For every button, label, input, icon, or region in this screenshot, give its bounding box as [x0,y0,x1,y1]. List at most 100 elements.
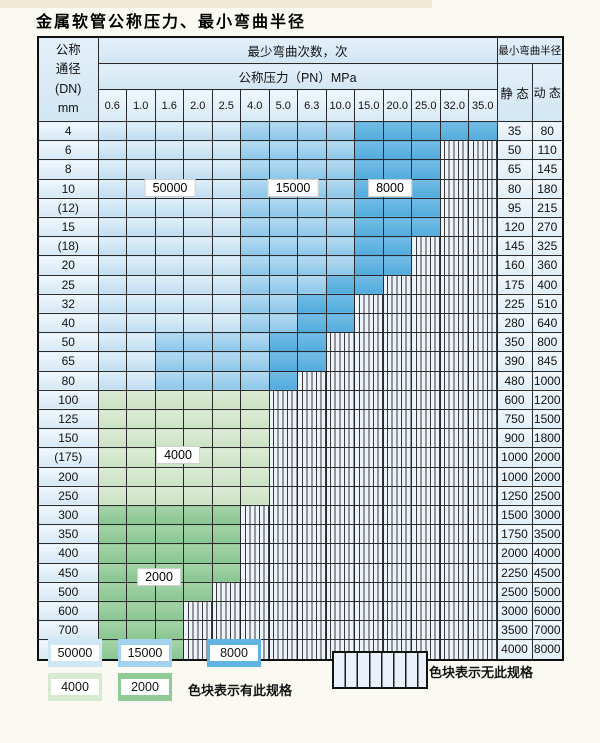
no-spec-cell [439,217,469,238]
static-header: 静 态 [496,63,533,122]
no-spec-cell [325,466,355,487]
spec-cell-b2 [297,236,327,257]
spec-cell-b1 [154,120,184,142]
dynamic-radius-cell: 1800 [531,428,564,449]
no-spec-cell [268,581,298,603]
spec-cell-b1 [126,159,156,180]
spec-cell-b2 [297,217,327,238]
spec-cell-b3 [354,274,384,295]
pressure-value-cell: 25.0 [411,89,441,122]
dn-cell: 500 [37,581,99,603]
dynamic-radius-cell: 400 [531,274,564,295]
no-spec-cell [468,236,498,257]
dn-cell: 200 [37,466,99,487]
spec-cell-g2 [126,601,156,622]
spec-cell-b1 [211,313,241,334]
no-spec-cell [468,332,498,353]
no-spec-cell [439,447,469,468]
table-header: 公称 通径 (DN) mm 最少弯曲次数，次 最小弯曲半径 公称压力（PN）MPa 静… [37,36,564,122]
spec-cell-b3 [382,236,412,257]
table-row: 32 225 510 [37,293,564,315]
dn-cell: 40 [37,313,99,334]
spec-cell-b1 [126,293,156,315]
dynamic-radius-cell: 640 [531,313,564,334]
no-spec-cell [382,274,412,295]
no-spec-cell [439,255,469,276]
no-spec-cell [183,620,213,641]
spec-cell-g2 [183,524,213,545]
no-spec-cell [468,639,498,661]
no-spec-cell [325,524,355,545]
spec-cell-b3 [297,313,327,334]
pressure-value-cell: 1.0 [126,89,156,122]
no-spec-cell [411,601,441,622]
no-spec-cell [382,524,412,545]
spec-cell-b2 [297,140,327,161]
spec-cell-b2 [297,120,327,142]
dn-cell: (12) [37,197,99,219]
static-radius-cell: 3000 [496,601,533,622]
spec-cell-b1 [211,178,241,199]
no-spec-cell [354,332,384,353]
no-spec-cell [439,140,469,161]
dynamic-radius-cell: 215 [531,197,564,219]
spec-cell-b2 [240,217,270,238]
no-spec-cell [382,293,412,315]
spec-cell-g2 [154,601,184,622]
static-radius-cell: 225 [496,293,533,315]
spec-cell-b2 [268,255,298,276]
spec-cell-g2 [154,505,184,526]
no-spec-cell [382,447,412,468]
spec-cell-g1 [211,466,241,487]
no-spec-cell [411,255,441,276]
static-radius-cell: 50 [496,140,533,161]
spec-cell-b2 [240,140,270,161]
spec-cell-g1 [211,428,241,449]
spec-cell-b2 [268,217,298,238]
spec-cell-g1 [154,428,184,449]
static-radius-cell: 145 [496,236,533,257]
spec-cell-b1 [211,274,241,295]
table-row: 40 280 640 [37,313,564,334]
no-spec-cell [411,370,441,391]
pressure-value-cell: 32.0 [439,89,469,122]
spec-cell-b2 [268,293,298,315]
no-spec-cell [468,581,498,603]
spec-cell-b2 [297,159,327,180]
spec-cell-b3 [411,178,441,199]
table-row: (18) 145 325 [37,236,564,257]
spec-cell-b1 [154,217,184,238]
legend-swatch-15000: 15000 [118,639,172,667]
no-spec-cell [439,178,469,199]
spec-cell-b2 [240,159,270,180]
no-spec-cell [439,505,469,526]
dn-cell: 32 [37,293,99,315]
spec-cell-g1 [183,485,213,507]
spec-cell-g1 [240,428,270,449]
spec-cell-b2 [268,274,298,295]
spec-cell-b3 [382,255,412,276]
no-spec-cell [468,351,498,372]
legend-swatch-8000: 8000 [207,639,261,667]
dn-cell: 350 [37,524,99,545]
dn-cell: 125 [37,409,99,430]
spec-cell-b2 [325,120,355,142]
static-radius-cell: 2000 [496,543,533,564]
no-spec-cell [468,543,498,564]
spec-cell-g2 [154,543,184,564]
dynamic-radius-cell: 4000 [531,543,564,564]
static-radius-cell: 1750 [496,524,533,545]
no-spec-cell [268,447,298,468]
no-spec-cell [411,562,441,583]
no-spec-cell [354,313,384,334]
spec-cell-b1 [211,197,241,219]
no-spec-cell [439,236,469,257]
no-spec-cell [354,466,384,487]
spec-cell-b2 [268,120,298,142]
spec-cell-g2 [211,524,241,545]
spec-cell-b3 [354,255,384,276]
dynamic-radius-cell: 180 [531,178,564,199]
dn-cell: (18) [37,236,99,257]
no-spec-cell [325,389,355,411]
scan-edge-strip [0,0,432,8]
